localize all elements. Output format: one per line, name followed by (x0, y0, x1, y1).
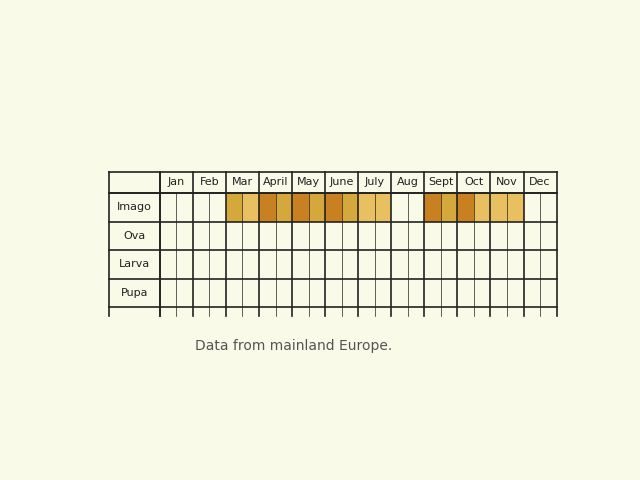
Bar (109, 171, 557, 315)
Text: Pupa: Pupa (121, 288, 148, 298)
Text: Data from mainland Europe.: Data from mainland Europe. (195, 339, 392, 353)
Bar (276, 193, 292, 222)
Bar (358, 193, 375, 222)
Bar (325, 193, 342, 222)
Text: Mar: Mar (232, 177, 253, 187)
Text: Imago: Imago (117, 203, 152, 212)
Bar (507, 193, 524, 222)
Text: June: June (330, 177, 354, 187)
Bar (226, 193, 243, 222)
Bar (259, 193, 276, 222)
Text: Aug: Aug (397, 177, 419, 187)
Bar (308, 193, 325, 222)
Text: May: May (297, 177, 320, 187)
Text: April: April (263, 177, 288, 187)
Text: Ova: Ova (124, 231, 146, 241)
Text: Dec: Dec (529, 177, 551, 187)
Text: Larva: Larva (119, 259, 150, 269)
Bar (458, 193, 474, 222)
Text: Jan: Jan (168, 177, 185, 187)
Bar (375, 193, 391, 222)
Text: Oct: Oct (465, 177, 484, 187)
Bar (424, 193, 441, 222)
Text: Nov: Nov (496, 177, 518, 187)
Bar (441, 193, 458, 222)
Text: Sept: Sept (428, 177, 454, 187)
Text: July: July (365, 177, 385, 187)
Bar (342, 193, 358, 222)
Bar (474, 193, 490, 222)
Bar (490, 193, 507, 222)
Bar (243, 193, 259, 222)
Text: Feb: Feb (200, 177, 220, 187)
Bar (292, 193, 308, 222)
